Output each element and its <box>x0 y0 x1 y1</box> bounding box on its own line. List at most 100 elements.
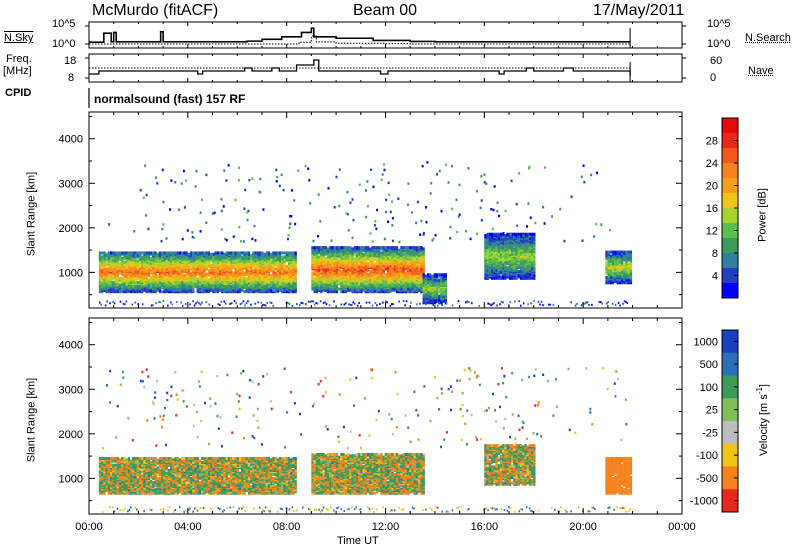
power-cell <box>413 258 416 262</box>
power-cell <box>326 279 330 283</box>
beam-title: Beam 00 <box>353 2 418 19</box>
power-cell <box>338 276 341 280</box>
power-cell <box>517 238 520 242</box>
power-cell <box>442 291 445 295</box>
power-cell <box>281 278 284 282</box>
power-cell <box>263 267 266 271</box>
power-cell <box>315 246 319 250</box>
power-cell <box>386 256 390 260</box>
power-cell <box>216 278 219 282</box>
power-cell <box>333 262 336 266</box>
power-cell <box>515 272 518 276</box>
power-cell <box>533 232 536 236</box>
power-cell <box>176 278 179 282</box>
power-cell <box>431 274 434 278</box>
power-cell <box>488 235 491 239</box>
power-cell <box>243 279 246 283</box>
power-cell <box>185 263 188 267</box>
power-cell <box>167 274 171 278</box>
power-cell <box>110 256 113 260</box>
power-cell <box>364 256 367 260</box>
power-cell <box>125 254 128 258</box>
power-cell <box>366 262 370 266</box>
power-cell <box>344 256 347 260</box>
power-cell <box>524 259 527 263</box>
power-cell <box>322 272 325 276</box>
power-cell <box>145 260 148 264</box>
power-cell <box>360 288 363 292</box>
power-cell <box>223 279 226 283</box>
power-cell <box>192 255 195 259</box>
power-cell <box>338 246 341 250</box>
power-cell <box>371 287 374 291</box>
power-cell <box>261 280 264 284</box>
power-cell <box>121 256 124 260</box>
freq-hi-tick: 18 <box>64 55 77 67</box>
power-cell <box>101 274 104 278</box>
power-cell <box>223 284 226 288</box>
nsearch-label: N.Search <box>745 32 791 44</box>
power-cell <box>340 270 343 274</box>
power-cell <box>504 234 507 238</box>
power-cell <box>519 270 523 274</box>
power-cell <box>254 283 257 287</box>
power-cell <box>258 274 262 278</box>
power-cell <box>384 246 387 250</box>
freq-label: Freq. <box>6 53 32 65</box>
power-cell <box>283 283 286 287</box>
power-cell <box>531 235 534 239</box>
power-cell <box>172 254 175 258</box>
power-cell <box>163 254 166 258</box>
power-cell <box>243 290 246 294</box>
power-cell <box>340 272 343 276</box>
power-cell <box>353 260 356 264</box>
power-cell <box>344 246 347 250</box>
power-cell <box>497 270 500 274</box>
power-cell <box>404 271 407 275</box>
power-cell <box>391 287 394 291</box>
power-cell <box>281 287 284 291</box>
power-cell <box>138 251 142 255</box>
power-cell <box>227 263 231 267</box>
power-cell <box>161 275 164 279</box>
power-cell <box>404 246 407 250</box>
power-cell <box>424 274 427 278</box>
power-cell <box>223 282 226 286</box>
power-cell <box>196 276 199 280</box>
power-cell <box>371 266 374 270</box>
power-cell <box>393 246 396 250</box>
power-cell <box>522 262 525 266</box>
power-cell <box>250 286 253 290</box>
power-cell <box>382 279 385 283</box>
power-cell <box>342 290 345 294</box>
power-cell <box>210 263 213 267</box>
power-cell <box>524 272 527 276</box>
power-cell <box>158 262 162 266</box>
power-cell <box>103 256 106 260</box>
power-cell <box>279 254 282 258</box>
power-cell <box>176 251 179 255</box>
power-cell <box>178 251 182 255</box>
power-cell <box>338 254 341 258</box>
power-cell <box>263 255 266 259</box>
power-cell <box>531 244 534 248</box>
power-cell <box>318 275 321 279</box>
power-cell <box>614 267 617 271</box>
power-cell <box>127 262 130 266</box>
power-cell <box>254 270 257 274</box>
power-cell <box>110 251 113 255</box>
power-cell <box>101 268 104 272</box>
power-cell <box>409 246 412 250</box>
power-cell <box>499 270 503 274</box>
power-cell <box>254 251 257 255</box>
power-cell <box>380 254 383 258</box>
power-cell <box>427 273 430 277</box>
power-cell <box>198 280 202 284</box>
power-cell <box>418 267 421 271</box>
power-cell <box>484 234 487 238</box>
power-cell <box>504 260 507 264</box>
power-cell <box>406 246 410 250</box>
power-cell <box>254 255 257 259</box>
power-cell <box>212 252 215 256</box>
power-cell <box>493 232 496 236</box>
